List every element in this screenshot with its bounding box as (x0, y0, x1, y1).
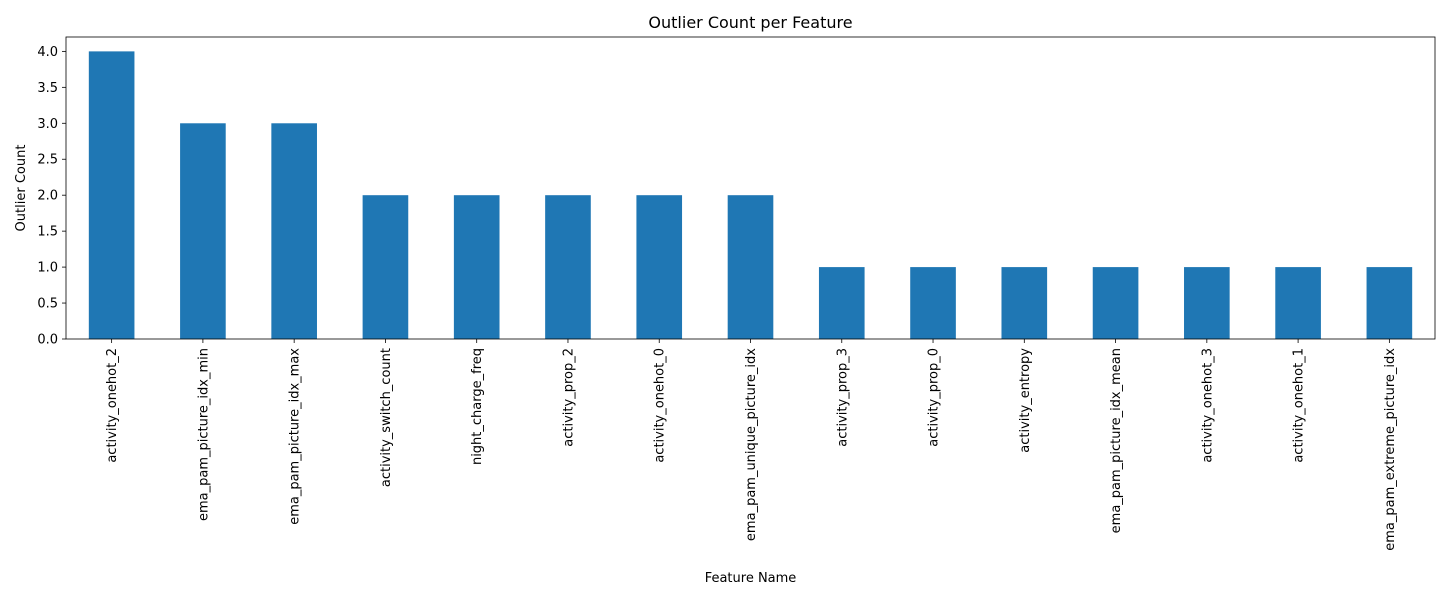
x-tick-label: activity_onehot_2 (105, 348, 120, 463)
bar (727, 195, 774, 339)
x-tick-label: ema_pam_picture_idx_mean (1109, 348, 1124, 533)
bar (910, 267, 956, 339)
y-tick-label: 0.5 (37, 297, 58, 312)
y-tick-label: 3.5 (37, 81, 58, 96)
y-tick-label: 2.0 (37, 189, 58, 204)
bar (1001, 267, 1048, 339)
x-tick-label: activity_prop_3 (835, 348, 850, 447)
x-tick-label: night_charge_freq (470, 348, 485, 465)
x-tick-label: activity_entropy (1018, 348, 1033, 453)
y-tick-label: 4.0 (37, 45, 58, 60)
y-tick-label: 1.5 (37, 225, 58, 240)
x-tick-label: ema_pam_picture_idx_min (196, 348, 211, 521)
bar (180, 123, 226, 340)
x-tick-label: ema_pam_extreme_picture_idx (1383, 348, 1398, 551)
x-tick-label: activity_switch_count (379, 348, 394, 487)
x-tick-label: ema_pam_picture_idx_max (288, 348, 303, 525)
bar (271, 123, 317, 340)
bar (636, 195, 683, 339)
bar (545, 195, 591, 339)
x-tick-label: ema_pam_unique_picture_idx (744, 348, 759, 541)
bar (1184, 267, 1230, 339)
y-tick-label: 1.0 (37, 261, 58, 276)
bar (1366, 267, 1413, 339)
bar (1092, 267, 1139, 339)
bar (1275, 267, 1321, 339)
y-tick-label: 2.5 (37, 153, 58, 168)
x-axis: activity_onehot_2 ema_pam_picture_idx_min… (105, 339, 1398, 551)
x-tick-label: activity_prop_0 (927, 348, 942, 447)
chart-title: Outlier Count per Feature (648, 13, 852, 32)
bar (818, 267, 865, 339)
bars-group (88, 51, 1413, 340)
y-axis-label: Outlier Count (14, 145, 29, 232)
plot-frame (65, 36, 1436, 340)
x-tick-label: activity_prop_2 (561, 348, 576, 447)
x-tick-label: activity_onehot_3 (1200, 348, 1215, 463)
bar (88, 51, 135, 339)
bar (453, 195, 500, 339)
y-axis: 0.0 0.5 1.0 1.5 2.0 2.5 3.0 3.5 4.0 (37, 45, 66, 348)
x-axis-label: Feature Name (705, 571, 797, 586)
bar (362, 195, 409, 339)
x-tick-label: activity_onehot_1 (1292, 348, 1307, 463)
y-tick-label: 3.0 (37, 117, 58, 132)
x-tick-label: activity_onehot_0 (653, 348, 668, 463)
y-tick-label: 0.0 (37, 333, 58, 348)
